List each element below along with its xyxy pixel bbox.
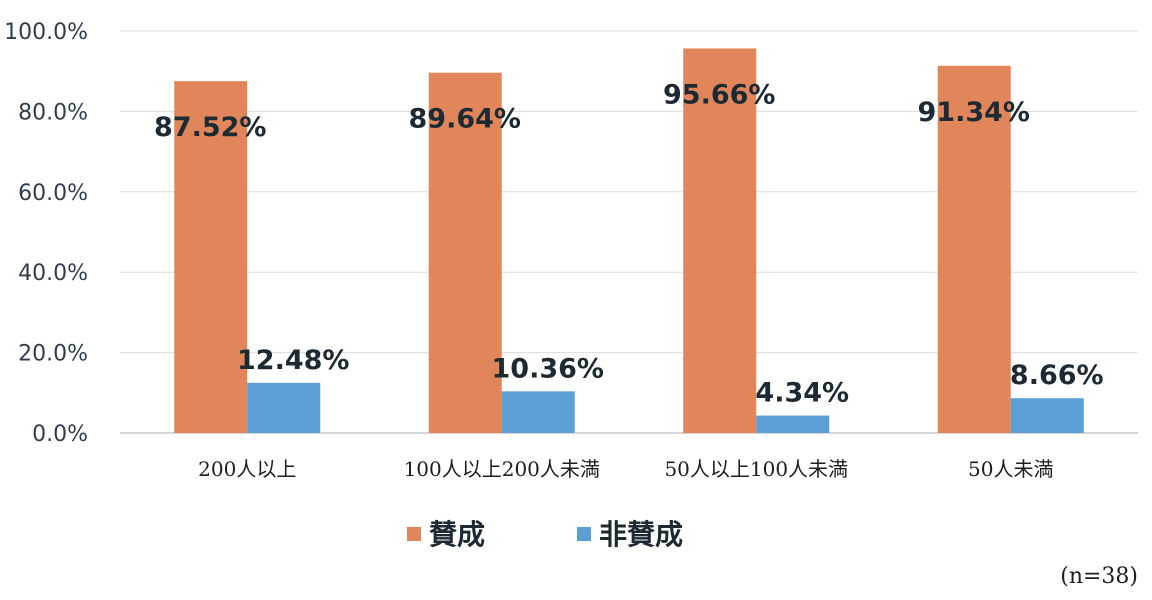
x-category-label: 100人以上200人未満 [404, 457, 600, 481]
y-tick-label: 40.0% [18, 261, 88, 286]
bar-approve [174, 81, 248, 433]
legend-swatch-disapprove [577, 527, 591, 541]
x-category-label: 50人以上100人未満 [664, 457, 848, 481]
data-label: 89.64% [409, 104, 521, 135]
y-tick-label: 0.0% [32, 422, 88, 447]
y-tick-label: 20.0% [18, 342, 88, 367]
bar-disapprove [756, 415, 830, 433]
bar-disapprove [247, 382, 321, 433]
data-label: 8.66% [1010, 360, 1104, 391]
bars [174, 48, 1084, 433]
sample-size-note: (n=38) [1060, 564, 1138, 589]
data-label: 4.34% [755, 378, 849, 409]
bar-approve [937, 65, 1011, 433]
y-tick-label: 60.0% [18, 181, 88, 206]
data-label: 91.34% [918, 97, 1030, 128]
legend-label-approve: 賛成 [429, 518, 485, 551]
y-tick-label: 100.0% [4, 20, 88, 45]
x-axis: 200人以上 100人以上200人未満 50人以上100人未満 50人未満 [198, 457, 1053, 481]
data-label: 87.52% [154, 112, 266, 143]
x-category-label: 200人以上 [198, 457, 296, 481]
bar-approve [428, 72, 502, 433]
bar-approve [683, 48, 757, 433]
x-category-label: 50人未満 [968, 457, 1053, 481]
data-labels: 87.52% 12.48% 89.64% 10.36% 95.66% 4.34% 91.34… [154, 79, 1104, 408]
y-tick-label: 80.0% [18, 100, 88, 125]
bar-disapprove [1010, 398, 1084, 433]
bar-disapprove [501, 391, 575, 433]
y-axis: 0.0% 20.0% 40.0% 60.0% 80.0% 100.0% [4, 20, 88, 447]
legend-label-disapprove: 非賛成 [599, 518, 683, 551]
data-label: 10.36% [492, 353, 604, 384]
data-label: 95.66% [663, 79, 775, 110]
data-label: 12.48% [237, 345, 349, 376]
legend-swatch-approve [407, 527, 421, 541]
legend: 賛成 非賛成 [407, 518, 683, 551]
